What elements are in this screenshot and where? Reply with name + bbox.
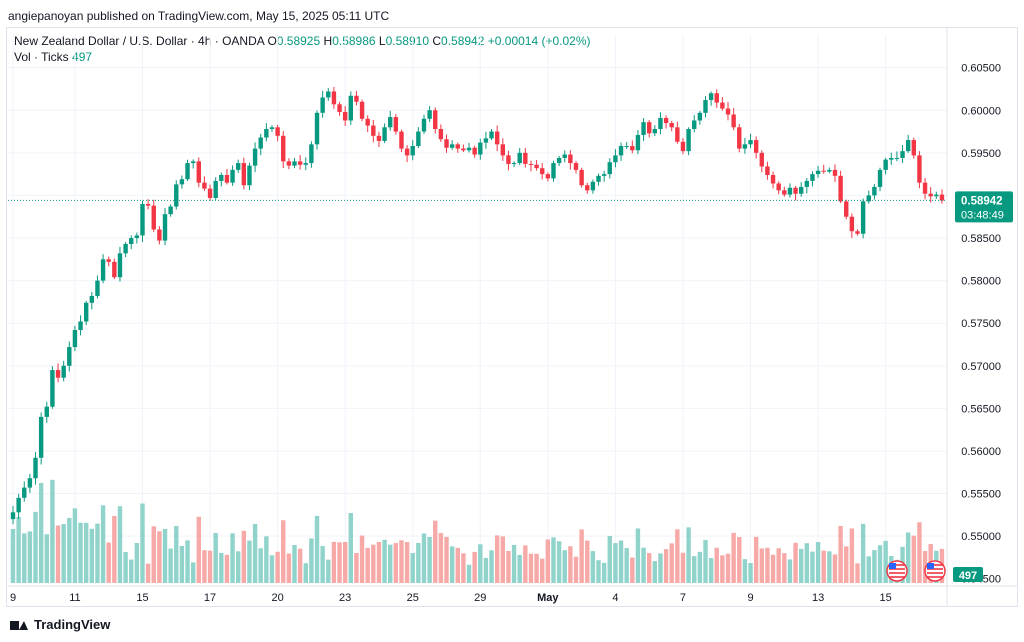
change-value: +0.00014 (+0.02%) [487, 34, 591, 48]
symbol-description[interactable]: New Zealand Dollar / U.S. Dollar · 4h · … [14, 34, 265, 48]
high-value: 0.58986 [332, 34, 376, 48]
footer-brand: TradingView [34, 617, 111, 632]
chart-legend: New Zealand Dollar / U.S. Dollar · 4h · … [14, 33, 591, 65]
footer: TradingView [10, 617, 110, 632]
close-label: C [432, 34, 442, 48]
open-label: O [267, 34, 277, 48]
legend-row-volume: Vol · Ticks 497 [14, 49, 591, 65]
volume-value: 497 [72, 50, 93, 64]
volume-label[interactable]: Vol · Ticks [14, 50, 69, 64]
tradingview-logo-icon [10, 619, 28, 631]
high-label: H [323, 34, 333, 48]
chart-frame [6, 27, 1018, 607]
low-label: L [378, 34, 386, 48]
legend-row-price: New Zealand Dollar / U.S. Dollar · 4h · … [14, 33, 591, 49]
close-value: 0.58942 [441, 34, 485, 48]
published-caption: angiepanoyan published on TradingView.co… [8, 9, 390, 23]
low-value: 0.58910 [385, 34, 429, 48]
open-value: 0.58925 [276, 34, 321, 48]
